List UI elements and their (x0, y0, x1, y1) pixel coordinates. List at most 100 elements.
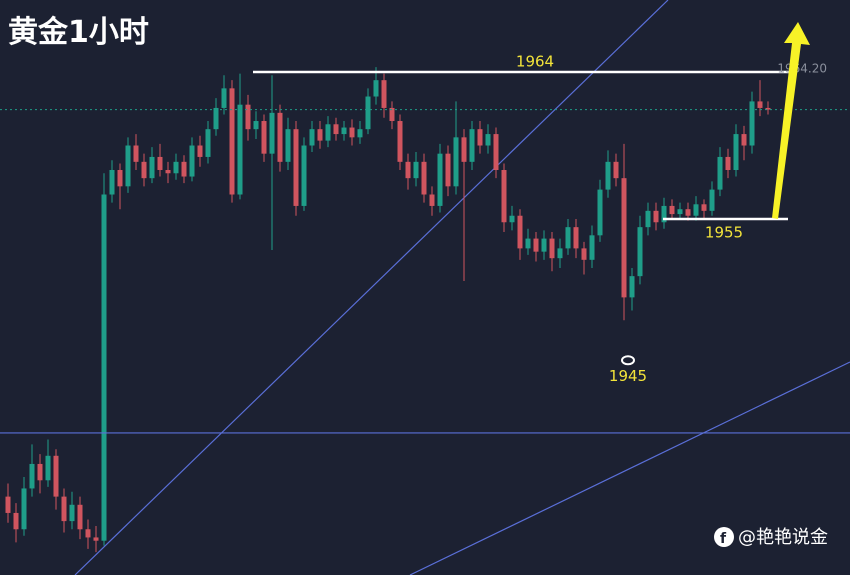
candle-body (429, 194, 435, 206)
candle-body (405, 161, 411, 179)
chart-title: 黄金1小时 (8, 15, 149, 50)
candle-body (477, 129, 483, 146)
candle-body (581, 248, 587, 260)
candles (5, 67, 771, 553)
candle-body (5, 496, 11, 513)
candle-body (677, 209, 683, 215)
candle-body (69, 504, 75, 522)
candle-body (701, 204, 707, 211)
candle-body (37, 463, 43, 481)
candle-body (125, 145, 131, 187)
candle-body (749, 101, 755, 146)
candle-body (13, 512, 19, 530)
candle-body (645, 210, 651, 228)
candle-body (621, 178, 627, 298)
candle-body (85, 529, 91, 538)
arrow (772, 22, 810, 219)
candle-body (397, 121, 403, 162)
candle-body (389, 107, 395, 122)
candle-body (253, 121, 259, 130)
candle-body (221, 88, 227, 108)
candle-body (573, 227, 579, 249)
candle-body (613, 161, 619, 179)
candle-body (173, 161, 179, 174)
candle-body (269, 112, 275, 154)
price-label: 1964.20 (777, 61, 827, 75)
candle-body (661, 205, 667, 223)
candle-body (157, 156, 163, 171)
watermark: f @艳艳说金 (714, 527, 828, 548)
watermark-icon-letter: f (720, 531, 727, 547)
candle-body (421, 161, 427, 195)
candle-body (437, 153, 443, 206)
candle-body (53, 455, 59, 497)
candle-body (21, 488, 27, 530)
candle-body (101, 194, 107, 541)
candle-body (669, 205, 675, 215)
candle-body (309, 129, 315, 146)
candle-body (29, 463, 35, 489)
candle-body (181, 161, 187, 177)
candle-body (685, 209, 691, 216)
candle-body (141, 161, 147, 179)
low-label: 1945 (609, 367, 647, 385)
candle-body (509, 215, 515, 223)
candle-body (189, 145, 195, 177)
candle-body (325, 124, 331, 141)
candle-body (597, 189, 603, 236)
candle-body (333, 124, 339, 135)
candle-body (629, 276, 635, 298)
candle-body (317, 129, 323, 141)
candle-body (693, 204, 699, 216)
candle-body (341, 127, 347, 135)
candle-body (605, 161, 611, 190)
candle-body (245, 104, 251, 130)
candle-body (493, 134, 499, 171)
candle-body (349, 127, 355, 138)
candle-body (525, 238, 531, 249)
candle-body (165, 170, 171, 174)
candle-body (725, 156, 731, 171)
candle-body (213, 107, 219, 130)
candle-body (77, 504, 83, 530)
candle-body (261, 121, 267, 154)
candle-body (93, 537, 99, 541)
watermark-text: @艳艳说金 (738, 527, 828, 548)
candle-body (469, 129, 475, 162)
trend-line (74, 0, 669, 575)
candle-body (285, 129, 291, 162)
candle-body (229, 88, 235, 195)
candle-body (717, 156, 723, 190)
trend-line (409, 361, 850, 575)
candle-body (45, 455, 51, 481)
candle-body (413, 161, 419, 179)
candle-body (133, 145, 139, 162)
candle-body (501, 170, 507, 223)
candle-body (549, 238, 555, 259)
candle-body (733, 134, 739, 171)
candle-body (565, 227, 571, 249)
candle-body (277, 112, 283, 162)
candle-body (205, 129, 211, 157)
candle-body (741, 134, 747, 146)
candle-body (381, 80, 387, 108)
candle-body (557, 248, 563, 259)
candle-body (453, 137, 459, 187)
candle-body (61, 496, 67, 522)
candle-body (301, 145, 307, 206)
candle-body (541, 238, 547, 252)
candle-body (517, 215, 523, 249)
candle-body (373, 80, 379, 97)
candle-body (461, 137, 467, 162)
candle-body (149, 156, 155, 179)
level-label: 1964 (516, 53, 554, 71)
candle-body (293, 129, 299, 206)
candle-body (589, 235, 595, 260)
low-marker (621, 355, 635, 366)
candle-body (237, 104, 243, 195)
candle-body (709, 189, 715, 211)
level-label: 1955 (705, 223, 743, 241)
watermark-icon (714, 527, 734, 547)
candle-body (445, 153, 451, 187)
